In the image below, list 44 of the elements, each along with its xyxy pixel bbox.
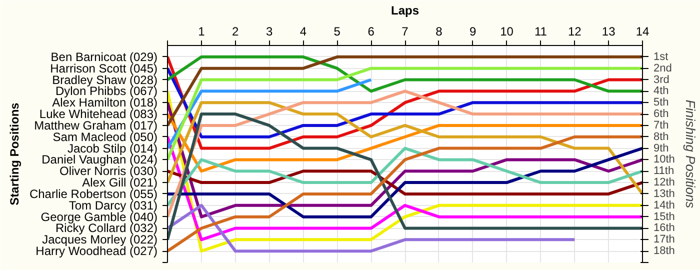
- y-tick-label: 8th: [654, 130, 669, 143]
- line-series: [168, 146, 642, 218]
- y-tick-label: 14th: [654, 199, 675, 212]
- y-tick-label: 9th: [654, 142, 669, 154]
- text: Starting Positions: [8, 102, 22, 206]
- x-tick-label: 14: [636, 24, 650, 38]
- y-tick-label: 10th: [654, 154, 675, 166]
- y-tick-label: 18th: [654, 245, 675, 258]
- line-series: [168, 101, 642, 196]
- x-tick-label: 12: [568, 24, 582, 38]
- y-tick-label: 4th: [654, 85, 669, 98]
- y-tick-label: 7th: [654, 119, 669, 132]
- y-tick-label: 11th: [654, 165, 674, 178]
- line-series: [168, 204, 576, 253]
- y-axis-title: Finishing Positions: [682, 100, 698, 209]
- x-axis-title: Laps: [390, 4, 420, 18]
- category-label: Ben Barnicoat (029): [50, 50, 158, 64]
- x-tick-label: 10: [500, 24, 514, 38]
- x-tick-label: 1: [198, 24, 206, 38]
- line-series: [168, 112, 642, 173]
- x-tick-label: 11: [534, 24, 548, 38]
- x-tick-label: 3: [266, 24, 273, 38]
- x-tick-label: 8: [436, 24, 443, 38]
- line-series: [168, 112, 642, 242]
- y-tick-label: 6th: [654, 108, 669, 120]
- line-series: [168, 146, 642, 207]
- y-tick-label: 16th: [654, 222, 675, 234]
- y-tick-label: 15th: [654, 210, 675, 223]
- x-tick-label: 6: [368, 24, 375, 38]
- x-tick-label: 5: [334, 24, 341, 38]
- x-tick-label: 7: [402, 24, 409, 38]
- y-tick-label: 5th: [654, 96, 669, 109]
- x-tick-label: 13: [602, 24, 616, 38]
- y-tick-label: 17th: [654, 234, 675, 246]
- y-tick-label: 13th: [654, 188, 675, 200]
- y-tick-label: 1st: [654, 50, 668, 63]
- x-tick-label: 2: [232, 24, 240, 38]
- y-tick-label: 12th: [654, 176, 675, 189]
- x-tick-label: 4: [300, 24, 307, 38]
- x-tick-label: 9: [470, 24, 477, 38]
- y-tick-label: 2nd: [654, 62, 672, 74]
- line-series: [168, 66, 642, 138]
- line-series: [168, 55, 642, 93]
- y-tick-label: 3rd: [654, 74, 670, 86]
